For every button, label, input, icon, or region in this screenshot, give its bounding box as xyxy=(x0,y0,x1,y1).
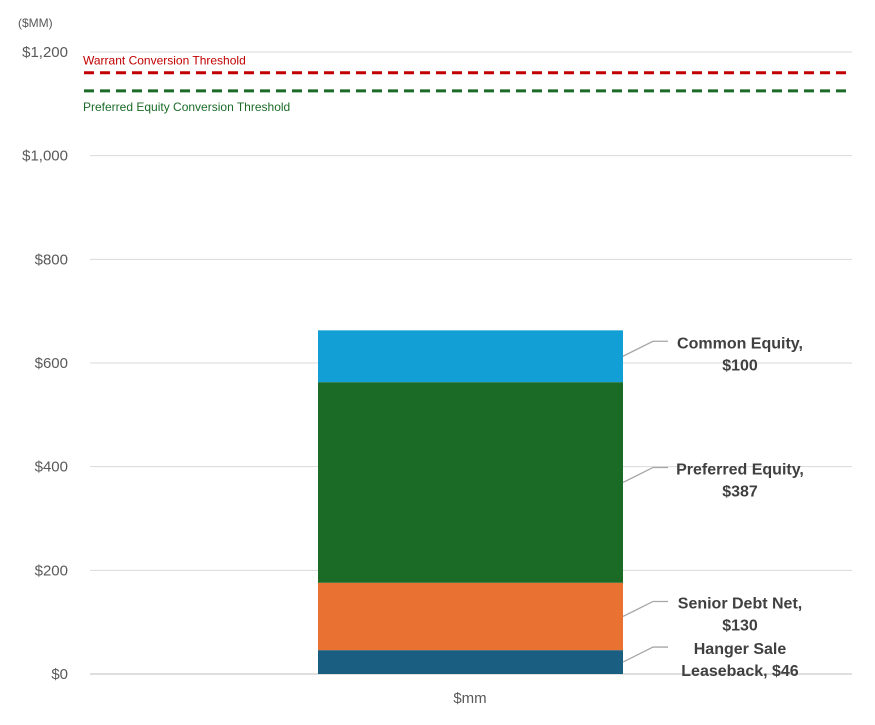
data-label: Hanger Sale Leaseback, $46 xyxy=(681,641,799,680)
label-leader-lines xyxy=(622,340,668,663)
threshold-lines: Warrant Conversion Threshold Preferred Eq… xyxy=(83,54,852,114)
threshold-label: Preferred Equity Conversion Threshold xyxy=(83,100,290,114)
data-label-line: Senior Debt Net, xyxy=(678,595,802,612)
data-label-line: Common Equity, xyxy=(677,335,803,352)
data-label: Preferred Equity, $387 xyxy=(676,461,804,500)
leader-line xyxy=(622,600,668,618)
leader-line xyxy=(622,466,668,484)
data-label: Common Equity, $100 xyxy=(677,335,803,374)
bar-segment xyxy=(318,582,623,651)
y-tick-label: $1,200 xyxy=(22,44,68,61)
data-label: Senior Debt Net, $130 xyxy=(678,595,802,634)
y-tick-label: $1,000 xyxy=(22,148,68,165)
threshold-label: Warrant Conversion Threshold xyxy=(83,54,246,68)
data-label-line: $100 xyxy=(722,357,758,374)
y-axis-unit-label: ($MM) xyxy=(18,16,53,30)
leader-line xyxy=(622,646,668,663)
data-label-line: Preferred Equity, xyxy=(676,461,804,478)
x-axis-category-label: $mm xyxy=(453,690,486,707)
bar-segments xyxy=(318,330,623,674)
data-labels: Hanger Sale Leaseback, $46 Senior Debt Net… xyxy=(676,335,804,680)
bar-segment xyxy=(318,382,623,583)
data-label-line: Leaseback, $46 xyxy=(681,663,799,680)
leader-line xyxy=(622,340,668,357)
data-label-line: Hanger Sale xyxy=(694,641,787,658)
y-tick-label: $0 xyxy=(51,666,68,683)
bar-segment xyxy=(318,330,623,383)
y-tick-label: $800 xyxy=(35,251,68,268)
y-tick-label: $200 xyxy=(35,562,68,579)
y-axis-tick-labels: $0 $200 $400 $600 $800 $1,000 $1,200 xyxy=(22,44,68,683)
data-label-line: $387 xyxy=(722,483,758,500)
y-tick-label: $400 xyxy=(35,459,68,476)
data-label-line: $130 xyxy=(722,617,758,634)
bar-segment xyxy=(318,650,623,674)
y-tick-label: $600 xyxy=(35,355,68,372)
